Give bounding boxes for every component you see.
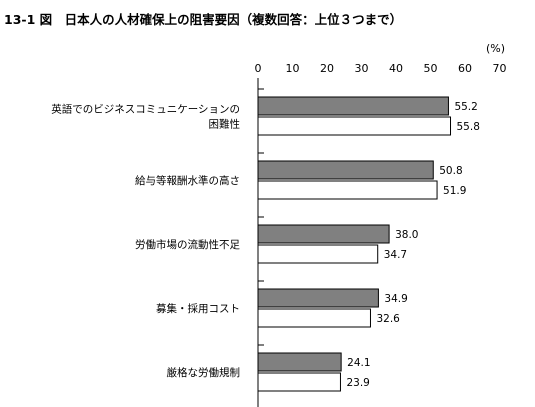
category-label: 困難性 [209, 118, 241, 131]
data-label: 38.0 [395, 229, 418, 241]
bar [257, 224, 390, 244]
bar [257, 116, 452, 136]
data-label: 34.9 [384, 293, 407, 305]
x-tick-label: 40 [389, 62, 403, 75]
x-tick-label: 60 [458, 62, 472, 75]
x-tick-label: 30 [355, 62, 369, 75]
bar [257, 96, 449, 116]
x-tick-label: 50 [424, 62, 438, 75]
bar [257, 288, 379, 308]
bar [257, 308, 371, 328]
category-label: 厳格な労働規制 [167, 366, 241, 379]
x-tick-label: 0 [255, 62, 262, 75]
data-label: 55.8 [457, 121, 480, 133]
data-label: 55.2 [454, 101, 477, 113]
bar [257, 352, 342, 372]
data-label: 23.9 [346, 377, 369, 389]
bar [257, 244, 379, 264]
chart-title: 13-1 図 日本人の人材確保上の阻害要因（複数回答：上位３つまで） [4, 12, 402, 27]
x-tick-label: 10 [286, 62, 300, 75]
category-label: 給与等報酬水準の高さ [135, 174, 240, 187]
data-label: 34.7 [384, 249, 407, 261]
bar [257, 372, 341, 392]
x-axis-ticks: 0 10 20 30 40 50 60 70 [255, 62, 507, 75]
data-label: 32.6 [376, 313, 400, 325]
bar [257, 160, 434, 180]
data-label: 51.9 [443, 185, 466, 197]
unit-label: (%) [486, 42, 505, 55]
data-label: 24.1 [347, 357, 370, 369]
category-labels: 英語でのビジネスコミュニケーションの困難性給与等報酬水準の高さ労働市場の流動性不… [51, 103, 240, 380]
x-tick-label: 70 [493, 62, 507, 75]
x-tick-label: 20 [320, 62, 334, 75]
category-label: 英語でのビジネスコミュニケーションの [51, 103, 240, 116]
data-label: 50.8 [439, 165, 462, 177]
category-label: 募集・採用コスト [156, 302, 240, 315]
bars: 55.2 55.8 50.8 51.9 38.0 34.7 34.9 32.6 24.1 23.9 [257, 88, 480, 392]
bar [257, 180, 438, 200]
category-label: 労働市場の流動性不足 [135, 238, 240, 251]
